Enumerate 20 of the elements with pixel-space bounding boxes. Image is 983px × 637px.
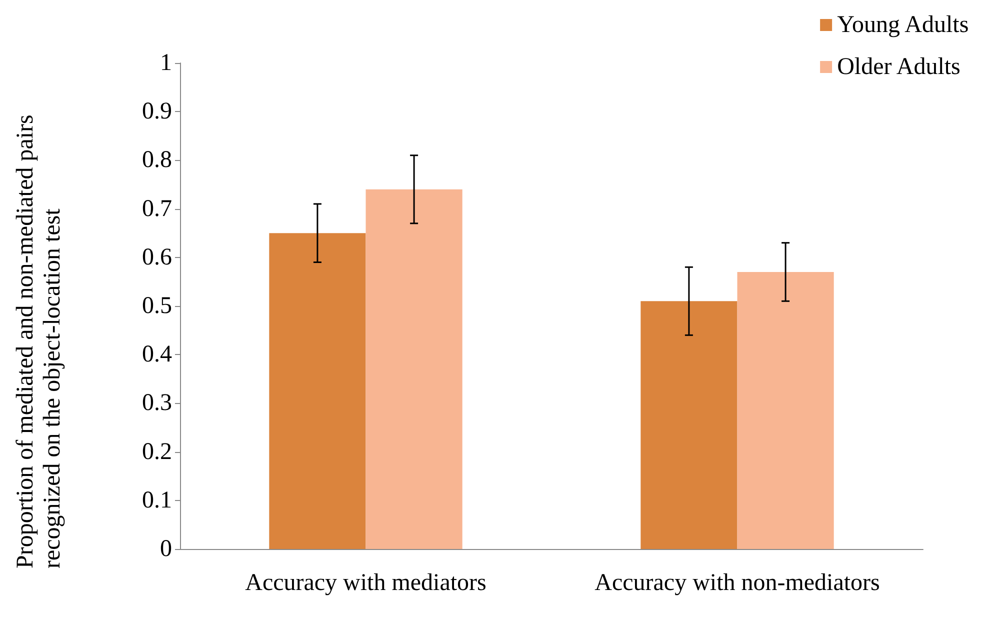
bar <box>269 233 366 549</box>
y-tick-label: 0 <box>160 536 172 562</box>
bar <box>640 301 738 549</box>
legend-label: Young Adults <box>837 12 969 38</box>
y-tick-label: 0.5 <box>142 293 172 319</box>
y-tick-label: 0.3 <box>142 390 172 416</box>
y-tick-label: 0.9 <box>142 98 172 125</box>
y-tick-label: 0.4 <box>142 342 172 368</box>
y-tick-label: 0.6 <box>142 244 172 270</box>
bar <box>737 272 834 549</box>
y-tick-label: 0.8 <box>142 147 172 174</box>
y-tick-label: 0.7 <box>142 196 172 222</box>
y-tick-label: 0.1 <box>142 487 172 514</box>
legend-label: Older Adults <box>837 54 960 80</box>
y-axis-title: Proportion of mediated and non-mediated pairs recognized on the object-location test <box>12 108 66 568</box>
bar <box>366 189 462 549</box>
y-tick-label: 0.2 <box>142 438 172 465</box>
x-tick-label: Accuracy with non-mediators <box>594 570 880 596</box>
y-tick-label: 1 <box>160 50 172 76</box>
x-tick-label: Accuracy with mediators <box>245 570 486 596</box>
